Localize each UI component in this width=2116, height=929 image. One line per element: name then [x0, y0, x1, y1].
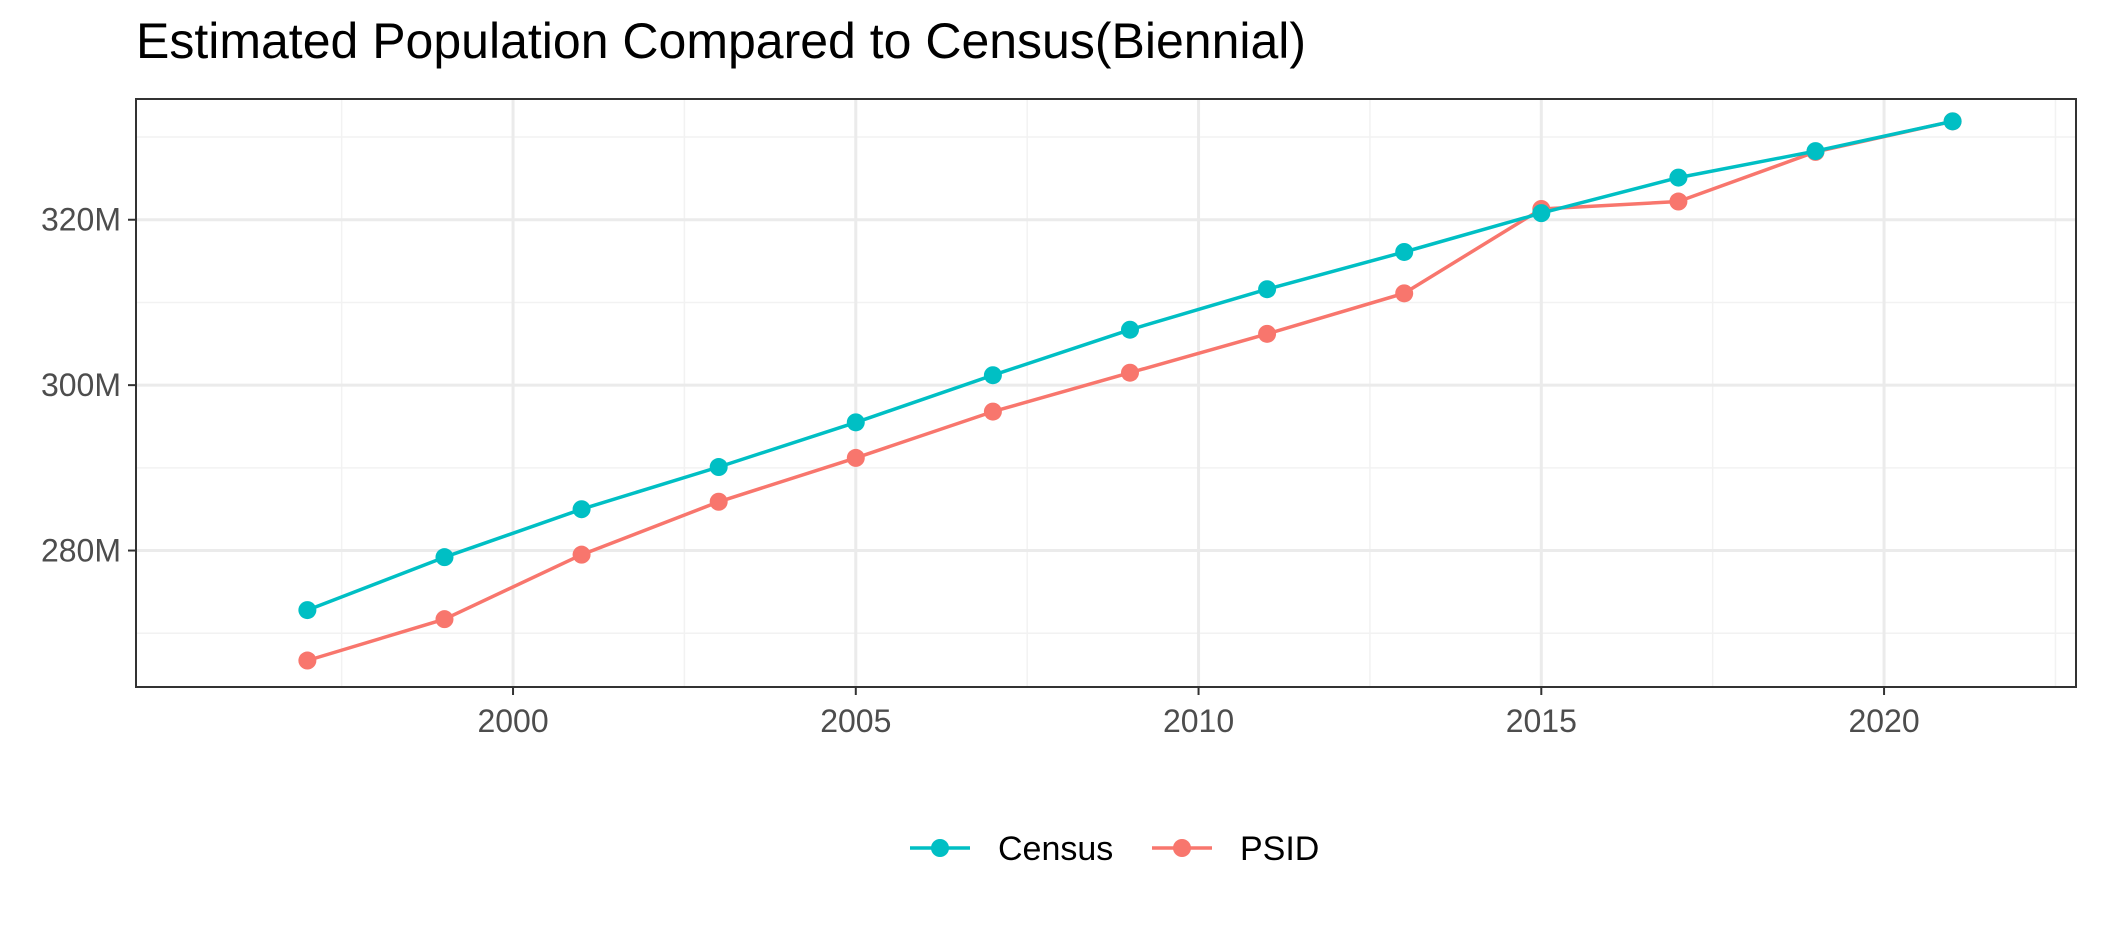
data-point-census — [1943, 112, 1962, 131]
legend-label-census: Census — [998, 830, 1113, 868]
data-point-census — [846, 413, 865, 432]
data-point-psid — [983, 402, 1002, 421]
series-layer — [298, 112, 1962, 670]
legend-key-point-psid — [1173, 839, 1191, 857]
data-point-psid — [435, 610, 454, 629]
data-point-census — [1806, 142, 1825, 161]
legend-label-psid: PSID — [1240, 830, 1319, 868]
y-tick-label: 320M — [41, 202, 121, 238]
data-point-psid — [1120, 363, 1139, 382]
x-tick-label: 2015 — [1506, 703, 1577, 739]
data-point-census — [1120, 320, 1139, 339]
data-point-census — [298, 601, 317, 620]
data-point-psid — [709, 492, 728, 511]
data-point-psid — [1669, 192, 1688, 211]
data-point-psid — [572, 545, 591, 564]
series-line-psid — [306, 119, 1953, 663]
data-point-census — [572, 500, 591, 519]
data-point-psid — [1395, 284, 1414, 303]
legend: Census PSID — [910, 830, 1319, 868]
x-axis: 2000 2005 2010 2015 2020 — [477, 687, 1920, 739]
major-gridlines — [136, 99, 2076, 687]
data-point-census — [709, 458, 728, 477]
x-tick-label: 2010 — [1163, 703, 1234, 739]
plot-panel-border — [135, 98, 2077, 688]
data-point-census — [1532, 204, 1551, 223]
y-axis: 280M 300M 320M — [41, 202, 136, 569]
x-tick-label: 2000 — [477, 703, 548, 739]
data-point-census — [1395, 242, 1414, 261]
x-tick-label: 2005 — [820, 703, 891, 739]
data-point-census — [983, 366, 1002, 385]
data-point-census — [1669, 168, 1688, 187]
minor-gridlines — [136, 99, 2076, 687]
legend-key-point-census — [931, 839, 949, 857]
chart-title: Estimated Population Compared to Census(… — [136, 13, 1307, 69]
x-tick-label: 2020 — [1848, 703, 1919, 739]
data-point-census — [435, 548, 454, 567]
data-point-psid — [1258, 324, 1277, 343]
y-tick-label: 280M — [41, 533, 121, 569]
y-tick-label: 300M — [41, 367, 121, 403]
data-point-psid — [846, 448, 865, 467]
data-point-psid — [298, 651, 317, 670]
data-point-census — [1258, 280, 1277, 299]
